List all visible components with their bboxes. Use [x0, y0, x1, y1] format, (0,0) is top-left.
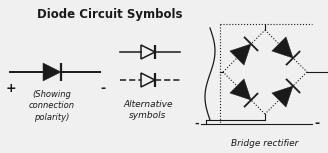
Text: -: - — [100, 82, 105, 95]
Text: Alternative
symbols: Alternative symbols — [123, 100, 173, 120]
Text: (Showing
connection
polarity): (Showing connection polarity) — [29, 90, 75, 122]
Polygon shape — [272, 86, 293, 107]
Text: +: + — [6, 82, 17, 95]
Text: Diode Circuit Symbols: Diode Circuit Symbols — [37, 8, 183, 21]
Text: -: - — [195, 119, 199, 129]
Polygon shape — [230, 79, 251, 100]
Text: Bridge rectifier: Bridge rectifier — [231, 139, 299, 148]
Text: -: - — [314, 118, 319, 131]
Polygon shape — [272, 37, 293, 58]
Polygon shape — [43, 63, 61, 81]
Polygon shape — [230, 44, 251, 65]
